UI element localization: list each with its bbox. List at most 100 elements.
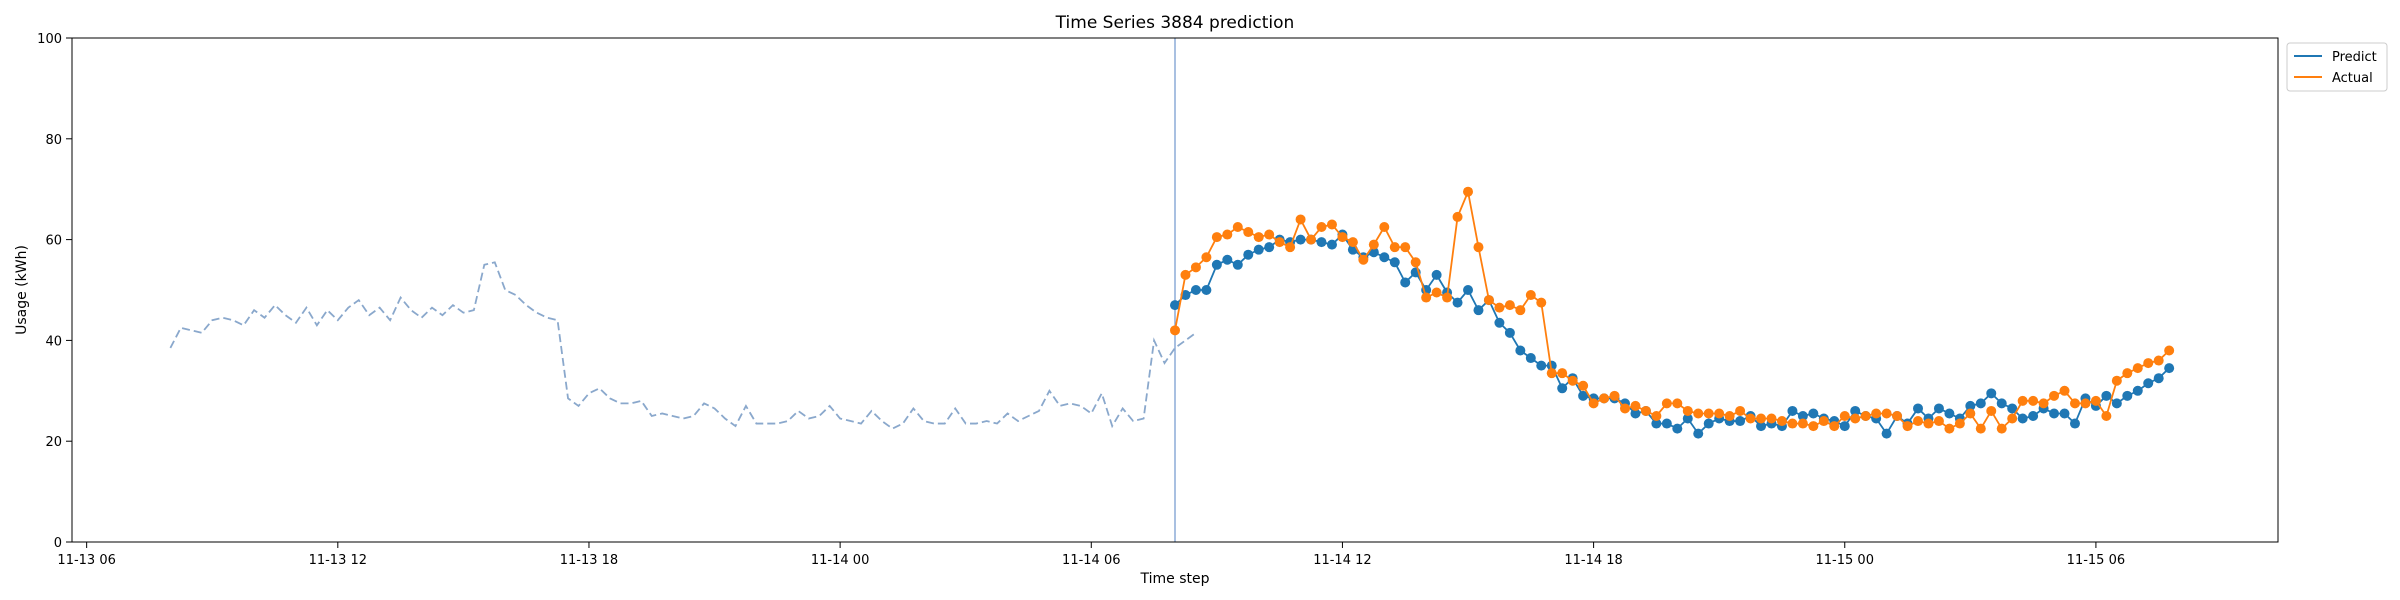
- actual-point: [1232, 222, 1243, 232]
- actual-point: [1965, 408, 1976, 419]
- actual-point: [1735, 405, 1746, 416]
- actual-point: [1368, 239, 1379, 250]
- actual-point: [1379, 222, 1390, 232]
- y-tick-label: 80: [45, 133, 62, 148]
- predict-point: [1546, 360, 1557, 371]
- predict-point: [1703, 418, 1714, 429]
- actual-point: [1766, 413, 1777, 424]
- predict-point: [1253, 244, 1264, 255]
- actual-point: [1473, 242, 1484, 253]
- predict-point: [2069, 418, 2080, 429]
- actual-point: [1588, 398, 1599, 409]
- actual-point: [2101, 411, 2112, 421]
- actual-point: [2111, 375, 2122, 386]
- predict-point: [1431, 269, 1442, 280]
- predict-point: [1463, 285, 1474, 295]
- actual-point: [1295, 214, 1306, 225]
- actual-point: [1933, 416, 1944, 427]
- y-tick-label: 60: [45, 234, 62, 249]
- actual-point: [1756, 413, 1767, 424]
- actual-point: [1347, 237, 1358, 248]
- actual-point: [1619, 403, 1630, 414]
- predict-point: [1389, 257, 1400, 268]
- predict-point: [1232, 259, 1243, 270]
- actual-point: [2132, 363, 2143, 374]
- actual-point: [1285, 242, 1296, 253]
- actual-point: [1170, 325, 1180, 336]
- actual-point: [1546, 368, 1557, 379]
- legend-actual-label: Actual: [2332, 71, 2373, 86]
- predict-point: [1881, 428, 1892, 439]
- predict-point: [1839, 421, 1850, 432]
- history-series-line: [169, 261, 1197, 430]
- predict-point: [1944, 408, 1955, 419]
- actual-point: [1661, 398, 1672, 409]
- actual-point: [2122, 368, 2133, 379]
- predict-point: [2132, 385, 2143, 396]
- predict-point: [2049, 408, 2060, 419]
- x-tick-label: 11-13 12: [309, 553, 367, 568]
- actual-point: [1222, 229, 1233, 240]
- actual-point: [1389, 242, 1400, 253]
- actual-point: [1442, 292, 1453, 303]
- predict-point: [1295, 234, 1306, 245]
- legend-predict-label: Predict: [2332, 50, 2377, 65]
- actual-point: [1609, 390, 1620, 401]
- predict-point: [2164, 363, 2175, 374]
- y-tick-label: 0: [54, 536, 62, 551]
- actual-point: [1421, 292, 1432, 303]
- actual-point: [1253, 232, 1264, 243]
- predict-point: [1787, 405, 1798, 416]
- predict-point: [1672, 423, 1683, 434]
- actual-point: [2069, 398, 2080, 409]
- predict-point: [1201, 285, 1212, 295]
- actual-point: [2028, 395, 2039, 406]
- actual-point: [1724, 411, 1735, 421]
- x-tick-label: 11-15 00: [1816, 553, 1874, 568]
- actual-point: [1504, 300, 1515, 311]
- predict-point: [1630, 408, 1641, 419]
- x-tick-label: 11-15 06: [2067, 553, 2125, 568]
- actual-point: [1797, 418, 1808, 429]
- actual-point: [1651, 411, 1662, 421]
- actual-point: [1881, 408, 1892, 419]
- predict-point: [1557, 383, 1568, 394]
- actual-point: [1975, 423, 1986, 434]
- legend: Predict Actual: [2286, 42, 2388, 92]
- y-tick-label: 40: [45, 334, 62, 349]
- actual-point: [1923, 418, 1934, 429]
- predict-point: [1190, 285, 1201, 295]
- actual-point: [1672, 398, 1683, 409]
- actual-point: [1201, 252, 1212, 263]
- actual-point: [1463, 186, 1474, 197]
- plot-area-frame: [71, 37, 2279, 543]
- predict-series-points: [1170, 229, 2175, 439]
- predict-point: [1473, 305, 1484, 316]
- actual-point: [2059, 385, 2070, 396]
- actual-point: [1567, 375, 1578, 386]
- actual-point: [1431, 287, 1442, 298]
- predict-point: [1756, 421, 1767, 432]
- actual-point: [1316, 222, 1327, 232]
- actual-point: [1913, 416, 1924, 427]
- predict-point: [1525, 353, 1536, 364]
- predict-point: [1170, 300, 1180, 311]
- predict-point: [1379, 252, 1390, 263]
- actual-point: [2153, 355, 2164, 366]
- actual-point: [1818, 416, 1829, 427]
- predict-point: [1986, 388, 1997, 399]
- actual-series-points: [1170, 186, 2175, 434]
- actual-point: [1808, 421, 1819, 432]
- actual-point: [1452, 211, 1463, 222]
- actual-point: [1682, 405, 1693, 416]
- actual-point: [1306, 234, 1317, 245]
- actual-point: [1599, 393, 1610, 404]
- actual-point: [1745, 413, 1756, 424]
- actual-point: [1536, 297, 1547, 308]
- actual-point: [1243, 227, 1254, 238]
- predict-point: [1661, 418, 1672, 429]
- predict-point: [2028, 411, 2039, 421]
- actual-point: [1483, 295, 1494, 306]
- y-axis-ticks: 0 20 40 60 80 100: [37, 32, 72, 551]
